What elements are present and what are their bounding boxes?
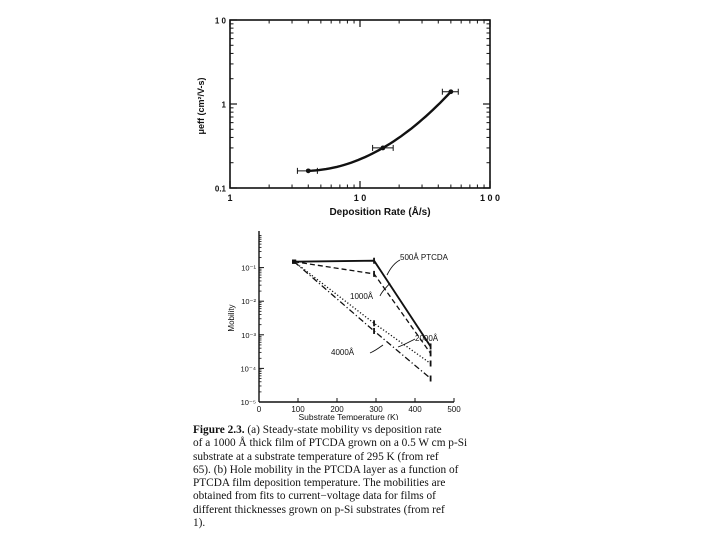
caption-line: PTCDA film deposition temperature. The m… [193, 477, 446, 490]
x-tick-label: 1 0 [354, 193, 367, 203]
mobility-curve [308, 90, 452, 173]
y-tick-label: 1 0 [215, 17, 227, 26]
y-tick-label: 10⁻¹ [241, 264, 256, 273]
y-tick-label: 10⁻⁴ [240, 364, 256, 373]
x-axis-label: Deposition Rate (Å/s) [329, 205, 430, 218]
x-tick-label: 100 [291, 405, 305, 414]
y-tick-label: 1 [222, 101, 227, 110]
series-line [294, 259, 432, 348]
series-label-leader [379, 282, 391, 297]
figure-caption: Figure 2.3. (a) Steady-state mobility vs… [193, 424, 505, 530]
series-label: 4000Å [331, 348, 355, 357]
caption-lead: Figure 2.3. [193, 424, 245, 436]
y-axis-label: Mobility [227, 304, 236, 331]
plot-frame [229, 19, 491, 189]
x-tick-label: 0 [257, 405, 262, 414]
series-label: 1000Å [350, 292, 374, 301]
series-line [294, 261, 432, 354]
series-label: 500Å PTCDA [400, 253, 449, 262]
x-tick-label: 1 [227, 193, 232, 203]
series-label-leader [397, 338, 416, 348]
series-label-leader [386, 259, 401, 276]
x-tick-label: 1 0 0 [480, 193, 500, 203]
series-label: 2000Å [415, 334, 439, 343]
caption-line: different thicknesses grown on p-Si subs… [193, 503, 445, 516]
caption-line: obtained from fits to current−voltage da… [193, 490, 436, 503]
series-line [293, 261, 431, 365]
x-tick-label: 500 [447, 405, 461, 414]
chart-b: 0 100 200 300 400 500 10⁻⁵ 10⁻⁴ 10⁻³ 10⁻² 10⁻¹ Subs… [227, 231, 461, 420]
x-tick-label: 200 [330, 405, 344, 414]
series-line [293, 261, 432, 379]
caption-line: substrate at a substrate temperature of … [193, 450, 439, 463]
x-tick-label: 300 [369, 405, 383, 414]
x-axis-label: Substrate Temperature (K) [299, 412, 399, 420]
y-tick-label: 0.1 [215, 185, 227, 194]
series-label-leader [369, 344, 384, 354]
caption-line: 1). [193, 517, 206, 530]
y-tick-label: 10⁻⁵ [241, 398, 256, 407]
caption-line: 65). (b) Hole mobility in the PTCDA laye… [193, 463, 459, 476]
data-point [448, 89, 454, 95]
y-tick-label: 10⁻² [241, 297, 256, 306]
data-point [380, 145, 386, 151]
caption-line: (a) Steady-state mobility vs deposition … [247, 424, 442, 436]
x-tick-label: 400 [408, 405, 422, 414]
y-tick-label: 10⁻³ [241, 331, 256, 340]
data-point [292, 259, 297, 264]
data-point [305, 168, 311, 174]
caption-line: of a 1000 Å thick film of PTCDA grown on… [193, 437, 468, 450]
y-axis-label: μeff (cm²/V-s) [196, 77, 206, 134]
